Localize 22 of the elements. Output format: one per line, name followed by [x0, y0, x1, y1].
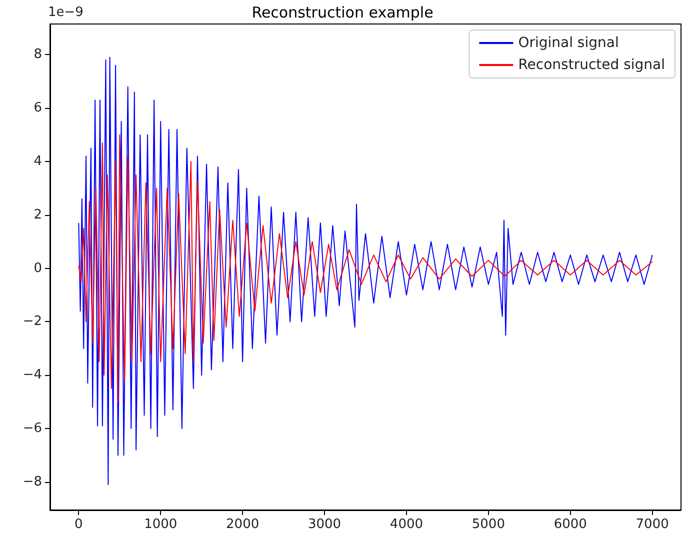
x-tick-label: 4000	[390, 517, 424, 532]
y-tick-label: 8	[34, 47, 42, 62]
y-tick-label: −4	[22, 368, 42, 383]
x-tick-label: 5000	[472, 517, 505, 532]
x-tick-label: 6000	[554, 517, 587, 532]
y-tick-label: −8	[22, 474, 42, 490]
text: 1e−9	[48, 5, 84, 20]
legend-label: Original signal	[518, 35, 619, 51]
line-series	[78, 134, 653, 402]
y-tick-label: 4	[34, 154, 42, 170]
x-tick-label: 3000	[308, 517, 342, 532]
y-tick-label: 0	[34, 260, 42, 276]
x-tick-label: 0	[74, 517, 83, 532]
chart-title: Reconstruction example	[252, 4, 434, 22]
legend-label: Reconstructed signal	[518, 57, 666, 73]
y-tick-label: 6	[34, 100, 42, 116]
x-tick-label: 1000	[144, 517, 178, 532]
x-tick-label: 2000	[226, 517, 260, 532]
y-tick-label: −2	[22, 314, 42, 330]
x-tick-label: 7000	[636, 517, 669, 532]
y-tick-label: −6	[22, 421, 42, 436]
y-tick-label: 2	[34, 207, 42, 222]
